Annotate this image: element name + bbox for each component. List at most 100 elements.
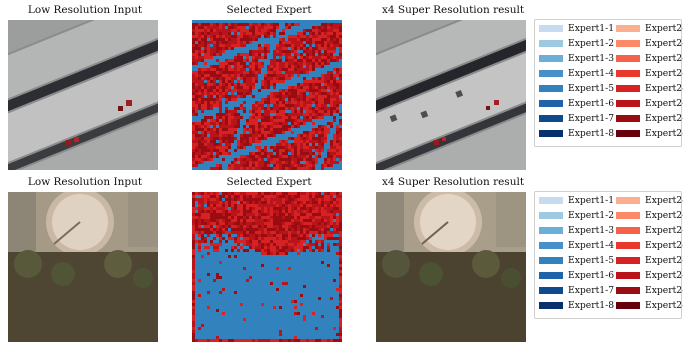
row2-title-sr: x4 Super Resolution result (381, 176, 525, 188)
legend-label: Expert2-3 (645, 53, 683, 64)
legend-swatch (616, 130, 640, 137)
legend-label: Expert1-1 (568, 23, 615, 34)
legend-entry: Expert2-5 (616, 83, 683, 94)
legend-entry: Expert2-3 (616, 225, 683, 236)
legend-entry: Expert2-2 (616, 210, 683, 221)
legend-label: Expert2-7 (645, 285, 683, 296)
legend-swatch (539, 100, 563, 107)
legend-label: Expert2-6 (645, 270, 683, 281)
legend-label: Expert1-3 (568, 53, 615, 64)
legend-entry: Expert1-1 (539, 23, 614, 34)
legend-swatch (616, 197, 640, 204)
legend-swatch (616, 55, 640, 62)
legend-swatch (616, 100, 640, 107)
legend-entry: Expert2-6 (616, 270, 683, 281)
row2-legend: Expert1-1 Expert1-2 Expert1-3 Expert1-4 Expe… (534, 191, 683, 319)
legend-swatch (539, 272, 563, 279)
expert-map-row2 (192, 192, 342, 342)
expert-map-row1 (192, 20, 342, 170)
legend-swatch (616, 212, 640, 219)
legend-label: Expert2-6 (645, 98, 683, 109)
legend-label: Expert1-7 (568, 113, 615, 124)
legend-entry: Expert2-4 (616, 68, 683, 79)
legend-entry: Expert1-4 (539, 240, 614, 251)
row2-sr-image (376, 192, 526, 342)
row1-sr-image (376, 20, 526, 170)
legend-entry: Expert1-7 (539, 285, 614, 296)
legend-entry: Expert1-5 (539, 255, 614, 266)
legend-swatch (616, 242, 640, 249)
legend-swatch (539, 242, 563, 249)
row1-title-expert: Selected Expert (226, 4, 312, 16)
row2-title-lr: Low Resolution Input (27, 176, 143, 188)
legend-label: Expert2-8 (645, 300, 683, 311)
legend-entry: Expert1-6 (539, 270, 614, 281)
legend-entry: Expert1-2 (539, 38, 614, 49)
legend-entry: Expert2-3 (616, 53, 683, 64)
legend-swatch (539, 25, 563, 32)
legend-swatch (539, 257, 563, 264)
legend-swatch (616, 70, 640, 77)
legend-swatch (616, 227, 640, 234)
legend-entry: Expert2-7 (616, 285, 683, 296)
legend-label: Expert1-4 (568, 68, 615, 79)
legend-swatch (616, 302, 640, 309)
legend-swatch (539, 227, 563, 234)
legend-entry: Expert2-8 (616, 128, 683, 139)
legend-label: Expert1-5 (568, 255, 615, 266)
legend-entry: Expert2-1 (616, 23, 683, 34)
row1-expert-map (192, 20, 342, 170)
legend-label: Expert1-5 (568, 83, 615, 94)
legend-label: Expert1-8 (568, 128, 615, 139)
legend-entry: Expert1-8 (539, 300, 614, 311)
legend-swatch (539, 197, 563, 204)
legend-label: Expert2-1 (645, 23, 683, 34)
legend-swatch (616, 25, 640, 32)
legend-label: Expert1-2 (568, 38, 615, 49)
row1-lr-image (8, 20, 158, 170)
legend-label: Expert1-7 (568, 285, 615, 296)
legend-label: Expert1-8 (568, 300, 615, 311)
row2-expert-map (192, 192, 342, 342)
legend-entry: Expert1-3 (539, 53, 614, 64)
legend-entry: Expert2-5 (616, 255, 683, 266)
legend-entry: Expert1-6 (539, 98, 614, 109)
legend-label: Expert2-4 (645, 68, 683, 79)
legend-entry: Expert1-1 (539, 195, 614, 206)
legend-label: Expert1-1 (568, 195, 615, 206)
legend-swatch (539, 115, 563, 122)
legend-swatch (539, 287, 563, 294)
legend-entry: Expert2-7 (616, 113, 683, 124)
legend-entry: Expert1-7 (539, 113, 614, 124)
legend-entry: Expert1-3 (539, 225, 614, 236)
legend-label: Expert1-6 (568, 98, 615, 109)
legend-label: Expert1-4 (568, 240, 615, 251)
legend-swatch (539, 85, 563, 92)
legend-swatch (539, 40, 563, 47)
legend-swatch (616, 287, 640, 294)
legend-swatch (616, 257, 640, 264)
legend-swatch (539, 70, 563, 77)
legend-label: Expert2-5 (645, 83, 683, 94)
legend-swatch (616, 85, 640, 92)
legend-swatch (616, 272, 640, 279)
legend-swatch (539, 55, 563, 62)
legend-entry: Expert2-1 (616, 195, 683, 206)
row1-legend: Expert1-1 Expert1-2 Expert1-3 Expert1-4 Expe… (534, 19, 683, 147)
legend-label: Expert2-7 (645, 113, 683, 124)
legend-label: Expert2-5 (645, 255, 683, 266)
legend-entry: Expert2-2 (616, 38, 683, 49)
legend-entry: Expert2-6 (616, 98, 683, 109)
legend-swatch (616, 40, 640, 47)
legend-entry: Expert2-4 (616, 240, 683, 251)
row1-title-sr: x4 Super Resolution result (381, 4, 525, 16)
row2-title-expert: Selected Expert (226, 176, 312, 188)
legend-swatch (616, 115, 640, 122)
legend-label: Expert2-4 (645, 240, 683, 251)
legend-label: Expert1-6 (568, 270, 615, 281)
legend-swatch (539, 130, 563, 137)
legend-entry: Expert1-2 (539, 210, 614, 221)
legend-entry: Expert1-4 (539, 68, 614, 79)
legend-label: Expert1-2 (568, 210, 615, 221)
legend-label: Expert2-8 (645, 128, 683, 139)
